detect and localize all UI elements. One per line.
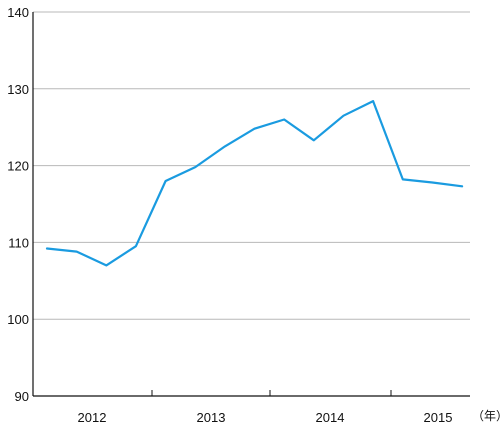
y-tick-label-140: 140 xyxy=(7,5,29,20)
series-line xyxy=(45,100,464,267)
series xyxy=(45,100,464,267)
x-unit-label: （年） xyxy=(472,409,500,423)
y-tick-label-110: 110 xyxy=(8,235,29,250)
y-tick-label-90: 90 xyxy=(15,389,29,404)
y-tick-label-130: 130 xyxy=(7,82,29,97)
y-tick-label-120: 120 xyxy=(7,159,29,174)
y-tick-label-100: 100 xyxy=(7,312,29,327)
grid xyxy=(33,11,470,320)
x-tick-label-2013: 2013 xyxy=(197,410,226,425)
axes xyxy=(32,12,470,397)
tick-labels: 90 100 110 120 130 140 2012 2013 2014 2015 xyxy=(7,5,452,425)
x-tick-label-2014: 2014 xyxy=(316,410,345,425)
x-tick-label-2012: 2012 xyxy=(78,410,107,425)
x-tick-label-2015: 2015 xyxy=(424,410,453,425)
